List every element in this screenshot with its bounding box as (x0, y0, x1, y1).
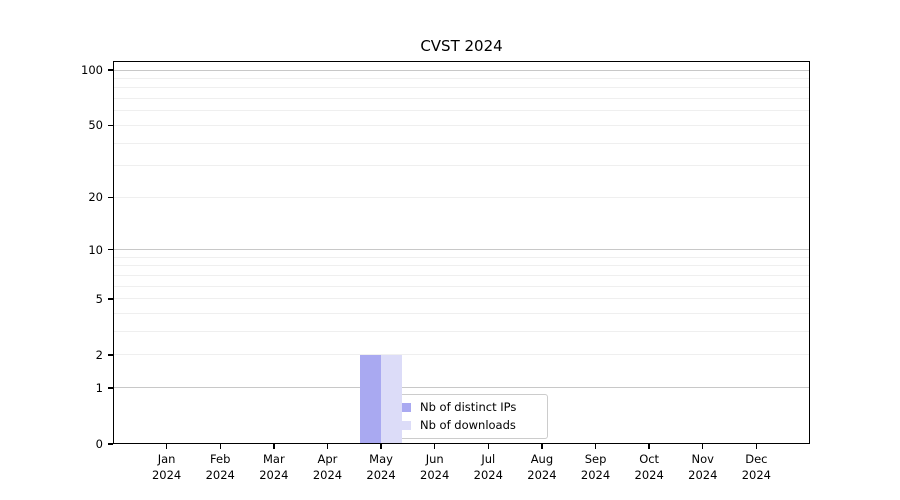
x-tick-label-may: May 2024 (366, 452, 396, 483)
gridline-major-1 (113, 387, 810, 389)
x-tick-label-oct: Oct 2024 (634, 452, 664, 483)
y-tick-1 (108, 387, 113, 389)
x-tick-label-jan: Jan 2024 (151, 452, 182, 483)
gridline-minor-9 (113, 256, 810, 258)
x-tick-apr (326, 444, 329, 449)
y-tick-100 (108, 69, 113, 71)
gridline-minor-6 (113, 285, 810, 287)
x-tick-label-sep: Sep 2024 (580, 452, 611, 483)
x-tick-label-dec: Dec 2024 (741, 452, 772, 483)
x-tick-nov (702, 444, 704, 449)
y-tick-2 (108, 354, 113, 356)
x-tick-label-jun: Jun 2024 (420, 452, 450, 483)
chart-title: CVST 2024 (420, 37, 503, 55)
x-tick-oct (648, 444, 650, 449)
gridline-minor-2 (113, 354, 810, 356)
y-tick-label-1: 1 (95, 380, 103, 395)
gridline-minor-4 (113, 313, 810, 315)
y-tick-label-10: 10 (88, 242, 103, 257)
x-tick-aug (541, 444, 543, 449)
gridline-minor-60 (113, 110, 810, 112)
bar-nb-of-distinct-ips-may (360, 354, 382, 444)
gridline-minor-30 (113, 165, 810, 167)
x-tick-jan (165, 444, 168, 449)
gridline-minor-80 (113, 87, 810, 89)
y-tick-label-5: 5 (95, 291, 103, 306)
gridline-major-100 (113, 69, 810, 71)
y-tick-20 (108, 196, 113, 199)
bar-nb-of-downloads-may (381, 354, 403, 444)
y-tick-label-2: 2 (95, 347, 103, 362)
gridline-major-10 (113, 249, 810, 251)
x-tick-feb (219, 444, 221, 449)
x-tick-label-aug: Aug 2024 (527, 452, 557, 483)
x-tick-mar (273, 444, 275, 449)
gridline-minor-7 (113, 275, 810, 277)
x-tick-may (380, 444, 382, 449)
gridline-minor-8 (113, 265, 810, 267)
gridline-minor-5 (113, 298, 810, 300)
y-tick-50 (108, 124, 113, 127)
x-tick-jul (487, 444, 489, 449)
axes-spines (113, 61, 810, 444)
x-tick-label-jul: Jul 2024 (473, 452, 503, 483)
x-tick-sep (594, 444, 597, 449)
legend-label-nb-of-downloads: Nb of downloads (420, 418, 516, 432)
y-tick-label-50: 50 (88, 118, 103, 133)
y-tick-10 (108, 249, 113, 251)
y-tick-5 (108, 298, 113, 300)
y-tick-label-20: 20 (88, 190, 103, 205)
gridline-minor-90 (113, 78, 810, 80)
y-tick-0 (108, 443, 113, 445)
x-tick-label-mar: Mar 2024 (259, 452, 289, 483)
gridline-minor-3 (113, 331, 810, 333)
legend-label-nb-of-distinct-ips: Nb of distinct IPs (420, 400, 517, 414)
gridline-minor-20 (113, 196, 810, 198)
x-tick-label-nov: Nov 2024 (688, 452, 718, 483)
x-tick-dec (755, 444, 758, 449)
y-tick-label-0: 0 (95, 437, 103, 451)
x-tick-label-apr: Apr 2024 (312, 452, 343, 483)
gridline-minor-50 (113, 124, 810, 126)
x-tick-jun (433, 444, 436, 449)
y-tick-label-100: 100 (81, 63, 103, 78)
gridline-minor-40 (113, 142, 810, 144)
gridline-minor-70 (113, 98, 810, 100)
x-tick-label-feb: Feb 2024 (205, 452, 235, 483)
